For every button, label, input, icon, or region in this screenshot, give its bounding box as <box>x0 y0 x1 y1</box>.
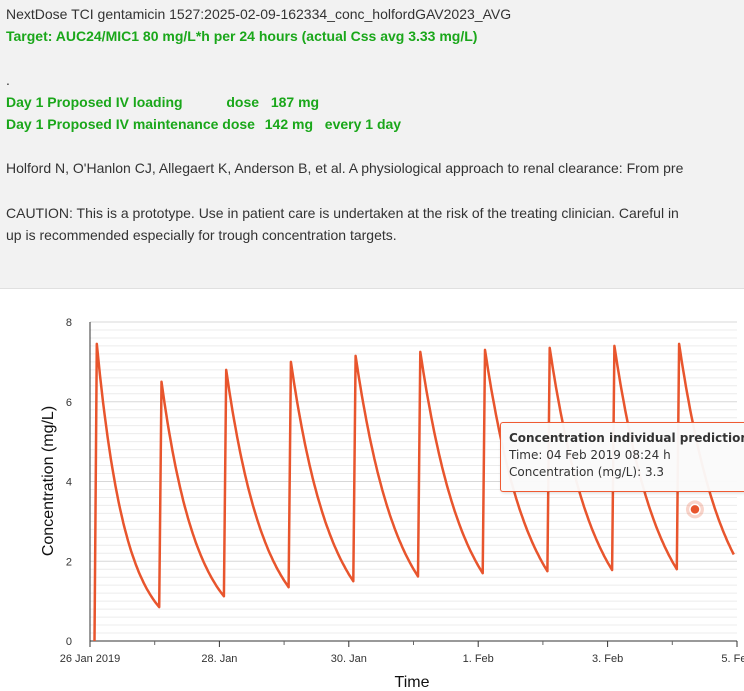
maintenance-dose-value: 142 mg <box>264 116 314 132</box>
caution-text-line-1: CAUTION: This is a prototype. Use in pat… <box>6 205 679 221</box>
report-title: NextDose TCI gentamicin 1527:2025-02-09-… <box>6 6 512 22</box>
y-tick-label: 2 <box>66 556 72 568</box>
loading-dose-label: Day 1 Proposed IV loading <box>6 94 183 110</box>
loading-dose-word: dose <box>226 94 260 110</box>
tooltip-point-layer[interactable] <box>685 500 704 519</box>
y-axis-title: Concentration (mg/L) <box>40 406 57 556</box>
x-axis-title: Time <box>395 674 430 691</box>
y-tick-label: 6 <box>66 397 72 409</box>
y-tick-label: 4 <box>66 477 72 489</box>
maintenance-dose-label: Day 1 Proposed IV maintenance dose <box>6 116 255 132</box>
tooltip-title: Concentration individual prediction <box>509 431 744 445</box>
reference-text: Holford N, O'Hanlon CJ, Allegaert K, And… <box>6 160 684 176</box>
separator-dot: . <box>6 72 10 88</box>
x-tick-label: 3. Feb <box>592 653 623 665</box>
maintenance-dose-line: Day 1 Proposed IV maintenance dose 142 m… <box>6 116 401 132</box>
caution-text-line-2: up is recommended especially for trough … <box>6 227 397 243</box>
tooltip-time: Time: 04 Feb 2019 08:24 h <box>509 448 671 462</box>
x-tick-label: 1. Feb <box>463 653 494 665</box>
y-tick-label: 8 <box>66 317 72 329</box>
y-tick-label: 0 <box>66 636 72 648</box>
x-tick-label: 5. Feb <box>721 653 744 665</box>
loading-dose-line: Day 1 Proposed IV loading dose 187 mg <box>6 94 319 110</box>
x-tick-label: 30. Jan <box>331 653 367 665</box>
hover-point[interactable] <box>689 503 701 516</box>
x-tick-label: 28. Jan <box>201 653 237 665</box>
loading-dose-value: 187 mg <box>270 94 320 110</box>
target-line: Target: AUC24/MIC1 80 mg/L*h per 24 hour… <box>6 28 478 44</box>
x-tick-label: 26 Jan 2019 <box>60 653 121 665</box>
maintenance-dose-frequency: every 1 day <box>324 116 402 132</box>
axes: 0 2 4 6 8 26 Jan 2019 28. Jan 30. Jan 1. Feb 3. F… <box>60 317 744 665</box>
info-panel: NextDose TCI gentamicin 1527:2025-02-09-… <box>0 0 744 289</box>
tooltip: Concentration individual prediction Time… <box>500 422 744 492</box>
tooltip-value: Concentration (mg/L): 3.3 <box>509 465 665 479</box>
